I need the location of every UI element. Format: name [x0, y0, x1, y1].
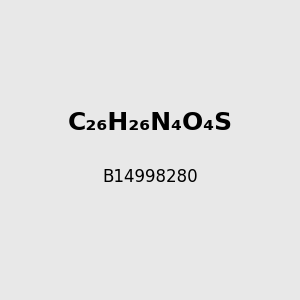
- Text: C₂₆H₂₆N₄O₄S: C₂₆H₂₆N₄O₄S: [68, 111, 232, 135]
- Text: B14998280: B14998280: [102, 168, 198, 186]
